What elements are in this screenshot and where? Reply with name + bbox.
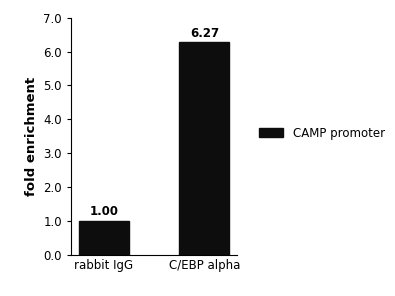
Y-axis label: fold enrichment: fold enrichment (25, 77, 38, 196)
Legend: CAMP promoter: CAMP promoter (255, 122, 389, 144)
Text: 1.00: 1.00 (89, 205, 118, 218)
Text: 6.27: 6.27 (190, 27, 219, 40)
Bar (179, 42, 229, 255)
Bar (79, 221, 129, 255)
